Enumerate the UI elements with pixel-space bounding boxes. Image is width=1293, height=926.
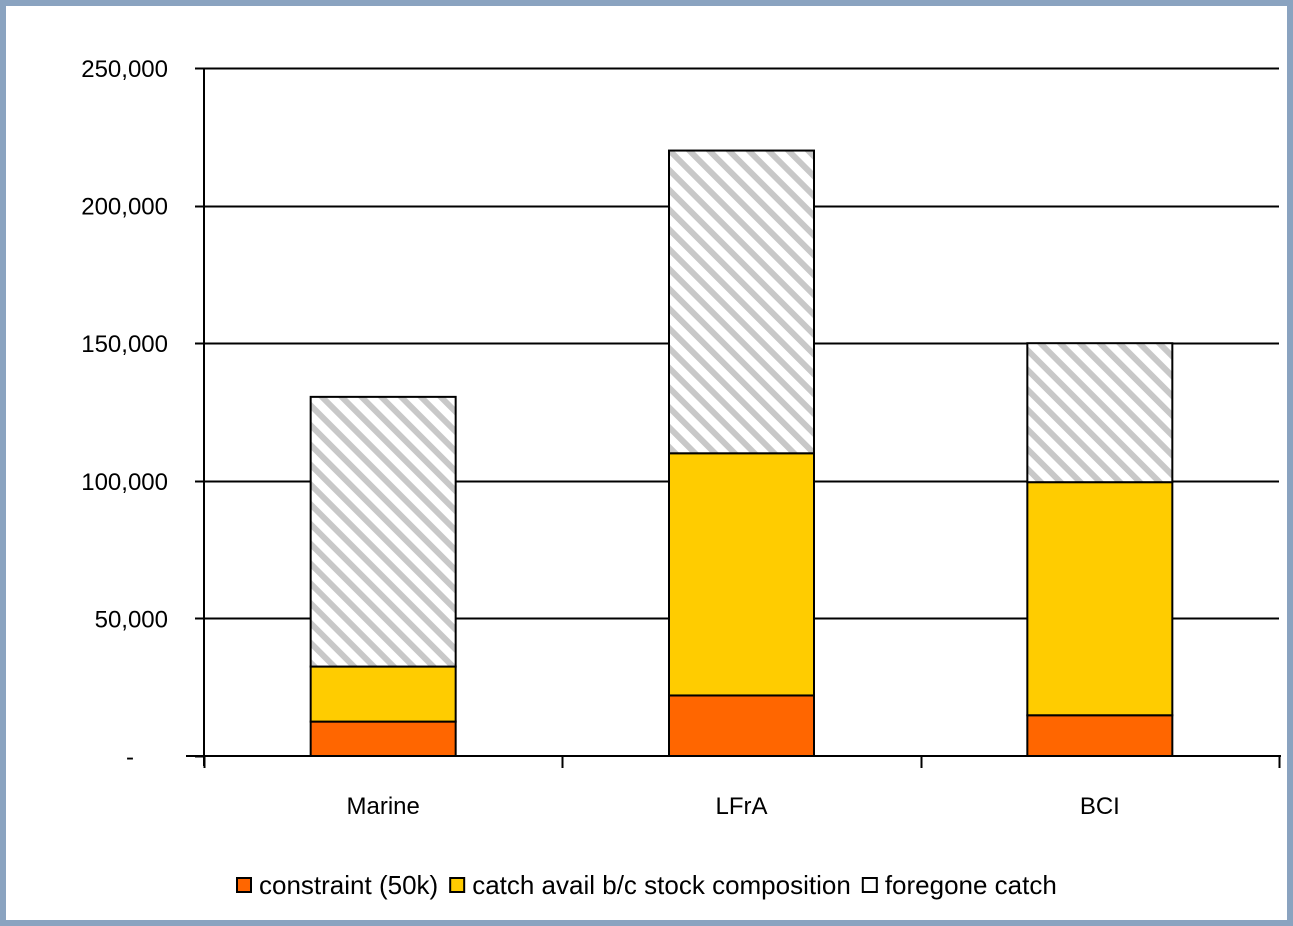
x-tick-label: Marine — [346, 793, 419, 820]
x-tick-labels: Marine LFrA BCI — [346, 793, 1119, 820]
legend-swatch — [449, 877, 466, 893]
legend-label: constraint (50k) — [259, 870, 438, 900]
y-tick-label: 50,000 — [95, 606, 168, 633]
bar-segment-lfra-0 — [668, 694, 815, 757]
bar-segment-marine-1 — [309, 665, 457, 723]
y-tick-label: 100,000 — [81, 469, 168, 496]
legend-label: foregone catch — [885, 870, 1057, 900]
y-tick-label: 200,000 — [81, 194, 168, 221]
x-tick-label: BCI — [1080, 793, 1120, 820]
y-tick-label: 250,000 — [81, 56, 168, 83]
y-tick-label: - — [126, 744, 134, 771]
bar-segment-lfra-1 — [668, 452, 815, 697]
x-tick-label: LFrA — [715, 793, 767, 820]
bar-segment-bci-2 — [1026, 342, 1174, 484]
bar-segment-lfra-2 — [668, 149, 815, 455]
bar-segment-marine-0 — [309, 720, 457, 757]
legend-label: catch avail b/c stock composition — [472, 870, 851, 900]
legend: constraint (50k) catch avail b/c stock co… — [236, 870, 1057, 900]
y-tick-label: 150,000 — [81, 331, 168, 358]
bar-segment-bci-0 — [1026, 714, 1174, 757]
legend-swatch — [861, 877, 878, 893]
bars — [309, 149, 1174, 757]
bar-segment-bci-1 — [1026, 481, 1174, 717]
axes — [186, 67, 1281, 768]
y-tick-labels: - 50,000 100,000 150,000 200,000 250,000 — [81, 56, 168, 771]
legend-swatch — [236, 877, 252, 893]
bar-segment-marine-2 — [309, 395, 457, 668]
